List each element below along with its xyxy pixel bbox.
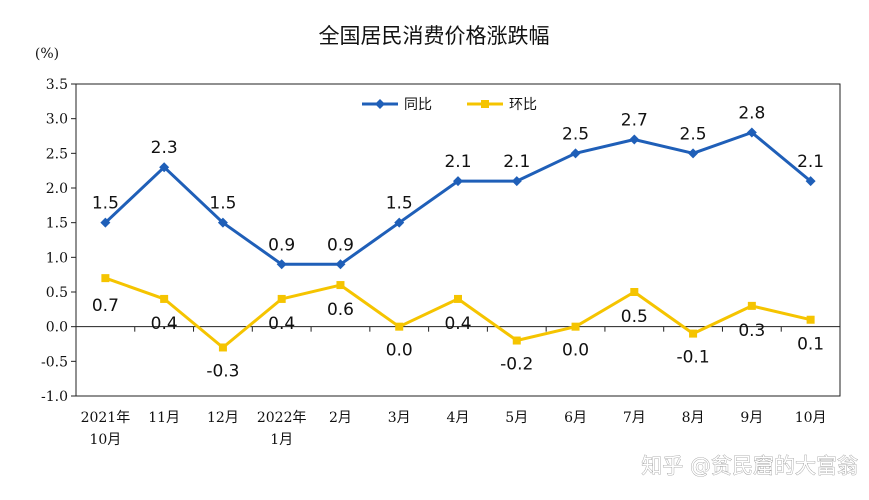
data-label-mom: 0.4 (444, 314, 471, 334)
data-point-mom (277, 294, 286, 303)
y-axis-label: (%) (35, 46, 59, 62)
data-point-mom (101, 274, 110, 283)
data-point-yoy (453, 176, 463, 187)
data-labels: 1.5 2.3 1.5 0.9 0.9 1.5 2.1 2.1 2.5 2.7 2.5 2.8 2.1 0… (92, 104, 824, 382)
data-label-yoy: 2.3 (151, 138, 178, 158)
x-tick-label: 12月 (207, 410, 239, 426)
watermark: 知乎 @贫民窟的大富翁 (641, 454, 858, 478)
data-label-mom: 0.0 (562, 341, 589, 361)
data-label-mom: 0.0 (386, 341, 413, 361)
data-point-mom (630, 288, 639, 296)
y-tick-label: 0.0 (46, 320, 68, 336)
data-label-yoy: 1.5 (92, 194, 119, 214)
data-point-mom (512, 336, 521, 345)
data-label-mom: 0.1 (797, 335, 824, 355)
data-point-yoy (805, 176, 816, 187)
data-point-yoy (511, 176, 522, 187)
data-label-yoy: 1.5 (209, 194, 236, 214)
data-label-yoy: 2.5 (680, 124, 707, 144)
data-label-mom: 0.5 (621, 307, 648, 327)
y-tick-label: 1.0 (46, 250, 68, 266)
data-label-yoy: 2.7 (621, 110, 648, 130)
data-label-yoy: 2.8 (738, 104, 765, 124)
data-label-yoy: 2.5 (562, 124, 589, 144)
data-label-mom: -0.1 (676, 348, 709, 368)
x-tick-label: 8月 (682, 410, 705, 426)
chart-title: 全国居民消费价格涨跌幅 (319, 24, 550, 48)
x-tick-label: 4月 (447, 410, 470, 426)
x-tick-label: 2月 (329, 410, 352, 426)
x-tick-label: 1月 (270, 432, 293, 448)
data-label-yoy: 0.9 (268, 235, 295, 255)
x-tick-label: 11月 (148, 410, 180, 426)
data-point-yoy (335, 259, 346, 270)
series-line-mom (104, 276, 811, 349)
data-point-yoy (159, 162, 170, 173)
x-axis: 2021年 10月 11月 12月 2022年 1月 2月 3月 4月 5月 6月 7月 8月 9月 10月 (75, 326, 841, 448)
data-point-mom (218, 343, 227, 352)
y-axis: 3.5 3.0 2.5 2.0 1.5 1.0 0.5 0.0 -0.5 -1.0 (41, 77, 76, 405)
data-point-yoy (217, 217, 228, 228)
data-point-mom (806, 315, 815, 324)
x-tick-label: 10月 (795, 410, 827, 426)
y-tick-label: -0.5 (41, 354, 68, 370)
x-tick-label: 2021年 (81, 410, 131, 426)
series-layer (100, 127, 816, 352)
data-label-mom: 0.7 (92, 296, 119, 316)
data-point-yoy (688, 148, 699, 159)
data-point-yoy (100, 217, 111, 228)
data-label-mom: 0.6 (327, 300, 354, 320)
legend-label-mom: 环比 (509, 97, 537, 113)
y-tick-label: 3.5 (46, 77, 68, 93)
x-tick-label: 6月 (564, 410, 587, 426)
x-tick-label: 5月 (505, 410, 528, 426)
data-point-mom (689, 329, 698, 338)
data-point-mom (454, 294, 462, 303)
data-label-yoy: 0.9 (327, 235, 354, 255)
data-label-yoy: 1.5 (386, 194, 413, 214)
data-label-yoy: 2.1 (503, 152, 530, 172)
data-point-mom (395, 322, 404, 331)
data-point-yoy (394, 217, 405, 228)
data-point-yoy (570, 148, 581, 159)
y-tick-label: 0.5 (46, 285, 68, 301)
x-tick-label: 10月 (89, 432, 121, 448)
data-point-mom (336, 281, 345, 290)
legend-marker-mom (481, 100, 489, 108)
y-tick-label: 3.0 (46, 112, 68, 128)
data-label-mom: -0.2 (500, 355, 533, 375)
data-point-mom (747, 301, 756, 310)
plot-area-border (75, 83, 841, 397)
data-point-yoy (746, 127, 757, 138)
data-label-mom: -0.3 (206, 361, 239, 381)
x-tick-label: 7月 (623, 410, 646, 426)
legend-marker-yoy (375, 99, 385, 109)
data-label-mom: 0.4 (268, 314, 295, 334)
x-tick-label: 3月 (388, 410, 411, 426)
data-label-yoy: 2.1 (444, 152, 471, 172)
data-point-mom (160, 294, 169, 303)
data-label-mom: 0.4 (151, 314, 178, 334)
legend-label-yoy: 同比 (404, 97, 432, 113)
data-point-yoy (629, 134, 640, 145)
y-tick-label: 2.0 (46, 181, 68, 197)
data-label-mom: 0.3 (738, 321, 765, 341)
legend: 同比 环比 (362, 97, 537, 113)
x-tick-label: 2022年 (257, 410, 307, 426)
y-tick-label: 1.5 (46, 216, 68, 232)
data-point-mom (571, 322, 580, 331)
x-tick-label: 9月 (740, 410, 763, 426)
y-tick-label: -1.0 (41, 389, 68, 405)
data-label-yoy: 2.1 (797, 152, 824, 172)
y-tick-label: 2.5 (46, 146, 68, 162)
data-point-yoy (276, 259, 287, 270)
